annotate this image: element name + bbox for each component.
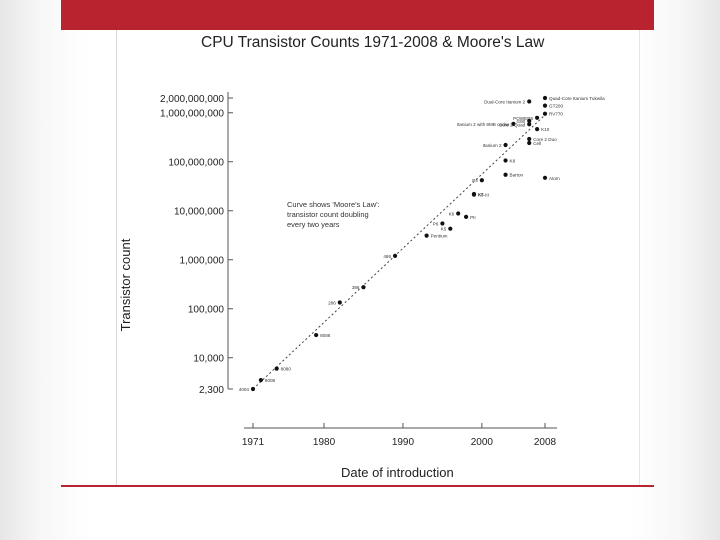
y-axis-label: Transistor count bbox=[118, 238, 133, 331]
data-point bbox=[542, 111, 548, 116]
data-point bbox=[258, 377, 263, 383]
moores-law-trend-line bbox=[252, 114, 546, 390]
data-point bbox=[479, 178, 484, 183]
x-axis-label: Date of introduction bbox=[341, 465, 454, 480]
x-tick-label: 1980 bbox=[313, 437, 336, 448]
x-tick-label: 1990 bbox=[392, 437, 415, 448]
point-label: 8080 bbox=[281, 367, 292, 372]
point-label: RV770 bbox=[549, 112, 563, 117]
data-point bbox=[392, 253, 398, 258]
point-label: Core 2 Quad bbox=[499, 122, 526, 127]
point-label: Itanium 2 bbox=[483, 143, 502, 148]
y-tick-label: 10,000 bbox=[193, 354, 224, 365]
x-tick-label: 2008 bbox=[534, 437, 557, 448]
point-label: Dual-Core Itanium 2 bbox=[484, 99, 526, 104]
point-label: 386 bbox=[352, 285, 360, 290]
point-label: PII bbox=[470, 215, 476, 220]
data-point bbox=[542, 175, 548, 180]
point-label: Atom bbox=[549, 176, 560, 181]
point-label: K8 bbox=[510, 159, 516, 164]
y-tick-label: 2,000,000,000 bbox=[160, 94, 224, 105]
data-point bbox=[527, 118, 532, 124]
chart-figure: CPU Transistor Counts 1971-2008 & Moore'… bbox=[116, 30, 640, 486]
point-label: K10 bbox=[541, 127, 550, 132]
point-label: Itanium 2 with 9MB cache bbox=[457, 122, 510, 127]
point-label: Quad-Core Itanium Tukwila bbox=[549, 96, 605, 101]
x-tick-label: 2000 bbox=[471, 437, 494, 448]
data-point bbox=[471, 191, 477, 197]
data-point bbox=[542, 95, 548, 101]
slide-footer-rule bbox=[61, 485, 654, 487]
point-label: POWER6 bbox=[513, 116, 533, 121]
data-point bbox=[527, 122, 532, 127]
point-label: Core 2 Duo bbox=[533, 137, 557, 142]
point-label: P6 bbox=[433, 221, 439, 226]
y-tick-label: 1,000,000,000 bbox=[160, 109, 224, 120]
annotation-line-2: transistor count doubling bbox=[287, 210, 369, 219]
moores-law-annotation: Curve shows 'Moore's Law': transistor co… bbox=[287, 200, 380, 229]
point-label: 4004 bbox=[239, 387, 250, 392]
data-point bbox=[527, 99, 532, 104]
point-label: 486 bbox=[383, 254, 391, 259]
transistor-chart: CPU Transistor Counts 1971-2008 & Moore'… bbox=[118, 34, 605, 480]
y-tick-label: 1,000,000 bbox=[180, 256, 225, 267]
data-point bbox=[535, 115, 540, 120]
data-point bbox=[503, 142, 508, 148]
data-point bbox=[456, 211, 461, 216]
data-point bbox=[511, 121, 516, 127]
slide-header-bar bbox=[61, 0, 654, 30]
data-point bbox=[448, 226, 453, 231]
point-label: Barton bbox=[510, 173, 524, 178]
point-label: G80 bbox=[517, 119, 526, 124]
annotation-line-3: every two years bbox=[287, 220, 340, 229]
point-label: K6 bbox=[449, 211, 455, 216]
point-label: K5 bbox=[441, 227, 447, 232]
point-label: 8008 bbox=[265, 378, 276, 383]
y-tick-label: 10,000,000 bbox=[174, 207, 224, 218]
trend-line-group bbox=[252, 114, 546, 390]
data-point bbox=[440, 221, 445, 226]
point-label: K7 bbox=[478, 192, 484, 197]
point-label: GT200 bbox=[549, 104, 563, 109]
data-point bbox=[535, 127, 540, 132]
data-point bbox=[314, 332, 319, 338]
data-point bbox=[503, 172, 508, 177]
chart-title: CPU Transistor Counts 1971-2008 & Moore'… bbox=[201, 34, 545, 51]
data-point bbox=[503, 158, 508, 163]
data-point bbox=[361, 285, 366, 290]
point-label: Pentium bbox=[431, 234, 448, 239]
point-label: P4 bbox=[472, 178, 478, 183]
data-point bbox=[542, 103, 548, 108]
point-label: 8086 bbox=[320, 333, 331, 338]
chart-axes: 2,000,000,000 1,000,000,000 100,000,000 10,… bbox=[160, 92, 557, 448]
data-point bbox=[274, 366, 279, 371]
data-point bbox=[463, 214, 469, 219]
y-tick-label: 2,300 bbox=[199, 385, 224, 396]
point-label: Cell bbox=[533, 141, 541, 146]
data-point bbox=[527, 136, 532, 142]
point-label: K6-III bbox=[478, 193, 489, 198]
annotation-line-1: Curve shows 'Moore's Law': bbox=[287, 200, 380, 209]
point-label: 286 bbox=[328, 301, 336, 306]
data-point bbox=[424, 233, 429, 238]
y-tick-label: 100,000,000 bbox=[168, 158, 224, 169]
y-tick-label: 100,000 bbox=[188, 305, 225, 316]
data-point bbox=[337, 300, 342, 305]
data-point bbox=[527, 140, 532, 146]
data-point bbox=[250, 386, 256, 392]
x-tick-label: 1971 bbox=[242, 437, 265, 448]
